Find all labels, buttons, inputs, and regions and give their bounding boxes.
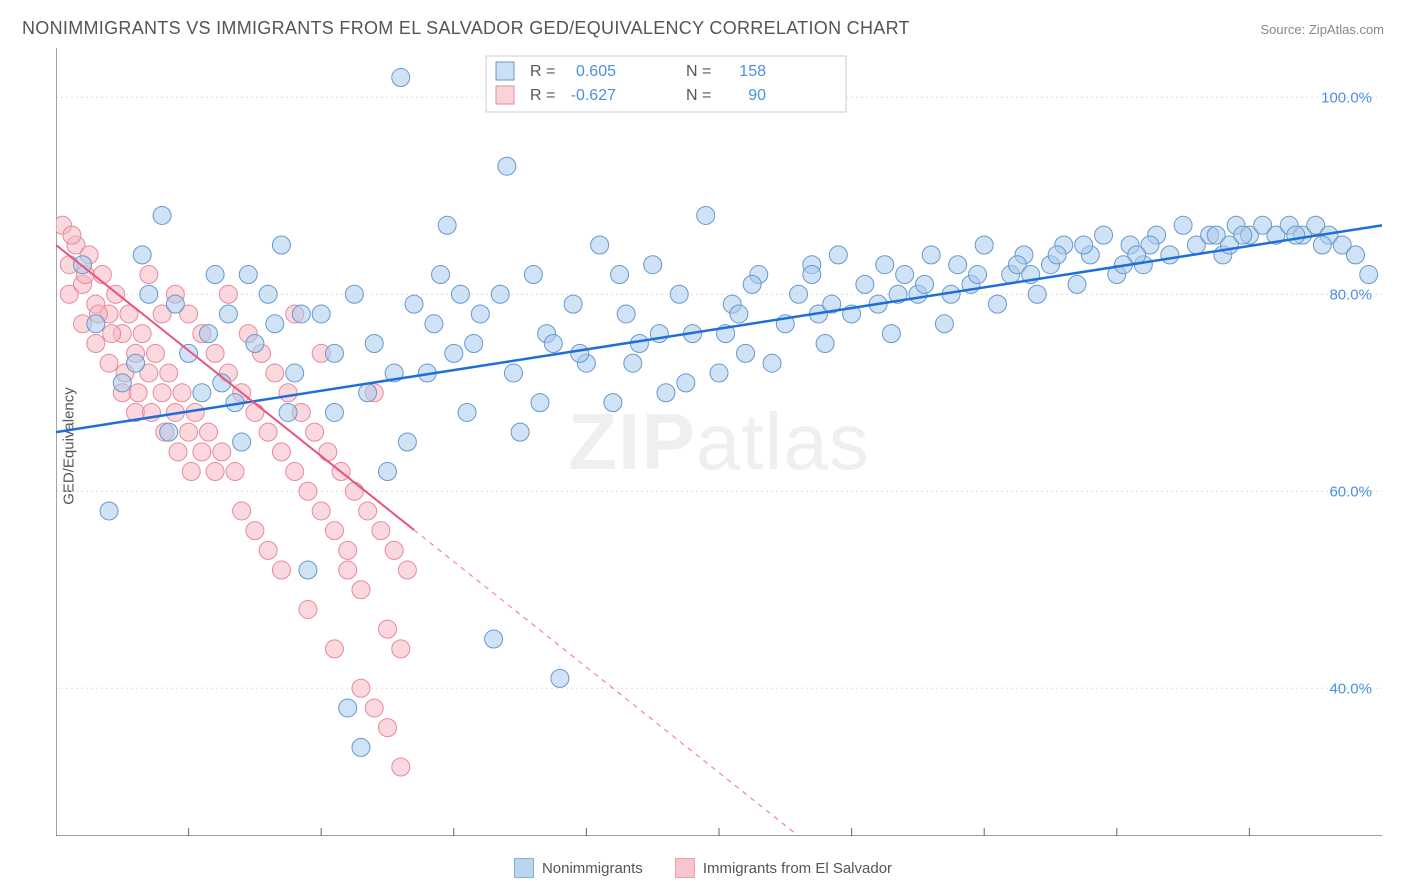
source-label: Source: ZipAtlas.com [1260,22,1384,37]
svg-text:N =: N = [686,63,711,80]
svg-text:60.0%: 60.0% [1329,483,1372,500]
svg-text:0.605: 0.605 [576,63,616,80]
svg-text:R =: R = [530,63,555,80]
svg-text:158: 158 [739,63,766,80]
svg-text:90: 90 [748,87,766,104]
legend-item-nonimmigrants: Nonimmigrants [514,858,643,878]
legend-item-immigrants: Immigrants from El Salvador [675,858,892,878]
legend-swatch-nonimmigrants [514,858,534,878]
plot-area: 40.0%60.0%80.0%100.0%0.0%100.0%R =0.605N… [56,48,1382,836]
svg-text:80.0%: 80.0% [1329,286,1372,303]
legend-swatch-immigrants [675,858,695,878]
svg-text:100.0%: 100.0% [1321,89,1372,106]
svg-text:R =: R = [530,87,555,104]
header: NONIMMIGRANTS VS IMMIGRANTS FROM EL SALV… [22,18,1384,39]
scatter-chart: 40.0%60.0%80.0%100.0%0.0%100.0%R =0.605N… [56,48,1382,836]
svg-text:40.0%: 40.0% [1329,680,1372,697]
svg-text:-0.627: -0.627 [571,87,616,104]
legend-label-immigrants: Immigrants from El Salvador [703,860,892,877]
svg-text:N =: N = [686,87,711,104]
legend-label-nonimmigrants: Nonimmigrants [542,860,643,877]
bottom-legend: Nonimmigrants Immigrants from El Salvado… [0,858,1406,878]
chart-title: NONIMMIGRANTS VS IMMIGRANTS FROM EL SALV… [22,18,910,39]
